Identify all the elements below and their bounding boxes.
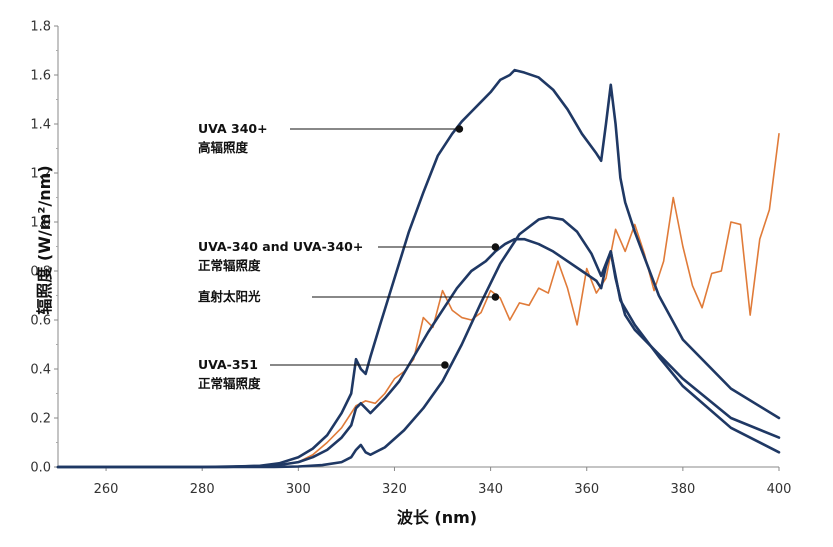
y-tick-label: 0.6 (30, 314, 51, 329)
x-tick-label: 300 (286, 482, 311, 497)
x-tick-label: 280 (190, 482, 215, 497)
annotation-dot (491, 293, 500, 301)
y-tick-label: 0.2 (30, 412, 51, 427)
x-tick-label: 360 (574, 482, 599, 497)
x-tick-label: 260 (94, 482, 119, 497)
y-tick-label: 0.0 (30, 461, 51, 476)
series-line-1 (56, 237, 781, 469)
y-tick-label: 1.4 (30, 118, 51, 133)
y-tick-label: 1.8 (30, 20, 51, 35)
annotation-0: UVA 340+ 高辐照度 (198, 121, 464, 155)
chart-series (56, 68, 781, 469)
x-tick-label: 320 (382, 482, 407, 497)
y-tick-label: 0.8 (30, 265, 51, 280)
annotation-1: UVA-340 and UVA-340+ 正常辐照度 (198, 239, 500, 273)
x-tick-label: 400 (767, 482, 792, 497)
x-tick-label: 340 (478, 482, 503, 497)
y-tick-label: 1.2 (30, 167, 51, 182)
annotation-text: UVA-351 (198, 357, 258, 372)
annotation-3: UVA-351 正常辐照度 (198, 357, 449, 391)
x-axis-label: 波长 (nm) (397, 508, 477, 527)
annotation-text: UVA 340+ (198, 121, 268, 136)
annotation-dot (491, 243, 500, 251)
series-line-0 (56, 68, 781, 469)
annotation-text: UVA-340 and UVA-340+ (198, 239, 363, 254)
y-tick-label: 1.0 (30, 216, 51, 231)
annotation-2: 直射太阳光 (198, 289, 500, 304)
annotation-text: 直射太阳光 (198, 289, 261, 304)
series-line-3 (56, 215, 781, 469)
y-axis-ticks: 0.0 0.2 0.4 0.6 0.8 1.0 1.2 1.4 1.6 1.8 (30, 20, 58, 476)
x-axis-ticks: 260 280 300 320 340 360 380 400 (94, 467, 792, 497)
y-tick-label: 0.4 (30, 363, 51, 378)
annotation-text: 正常辐照度 (198, 376, 261, 391)
annotation-text: 高辐照度 (198, 140, 249, 155)
annotation-dot (455, 125, 464, 133)
annotation-text: 正常辐照度 (198, 258, 261, 273)
series-line-2 (57, 133, 780, 468)
x-tick-label: 380 (670, 482, 695, 497)
y-axis-label: 辐照度 (W/m²/nm) (35, 165, 54, 314)
y-tick-label: 1.6 (30, 69, 51, 84)
annotation-dot (441, 361, 449, 369)
